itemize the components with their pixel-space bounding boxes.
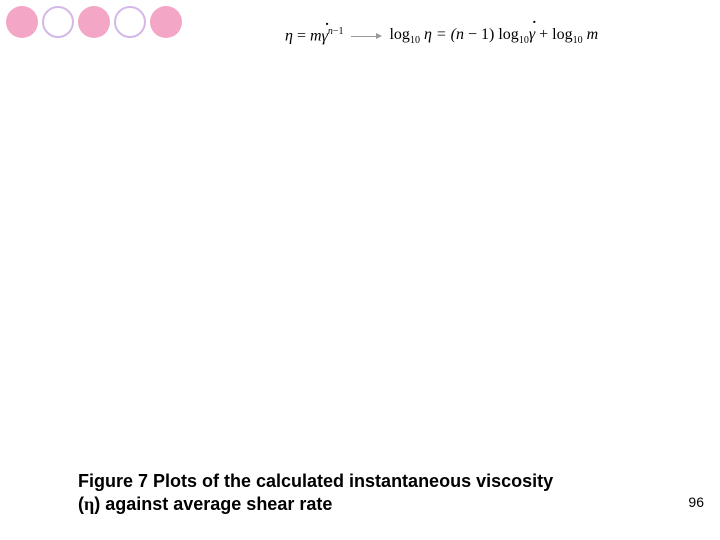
equation-rhs-plus: + [535,26,552,43]
decor-circle-5 [150,6,182,38]
equation-eq: = [293,28,310,45]
equation-eta: η [285,28,293,45]
equation-gamma: γ [322,28,328,46]
equation-exp-minus1: −1 [333,26,344,37]
equation-m: m [310,28,322,45]
equation-rhs-base3: 10 [573,35,583,46]
equation-lhs: η = mγn−1 [285,26,343,45]
figure-caption-line2b: ) against average shear rate [94,494,332,514]
equation-rhs-n: n [456,26,464,43]
decor-circle-1 [6,6,38,38]
equation-rhs: log10 η = (n − 1) log10 γ + log10 m [389,26,598,46]
figure-caption-line1: Figure 7 Plots of the calculated instant… [78,470,638,493]
equation-rhs-m: m [583,26,599,43]
decor-circle-row [6,6,182,38]
equation-rhs-log3: log [552,26,572,43]
equation-rhs-log1: log [389,26,409,43]
decor-circle-4 [114,6,146,38]
equation-rhs-base1: 10 [410,35,420,46]
arrow-icon [351,36,381,37]
page-number: 96 [688,494,704,510]
equation-rhs-base2: 10 [519,35,529,46]
equation-rhs-eta: η = ( [420,26,456,43]
equation-row: η = mγn−1 log10 η = (n − 1) log10 γ + lo… [285,26,598,46]
equation-rhs-minus1: − 1) [464,26,498,43]
equation-rhs-gamma: γ [529,26,535,44]
figure-caption-line2: (η) against average shear rate [78,493,638,516]
figure-caption-eta: η [84,494,94,514]
decor-circle-3 [78,6,110,38]
figure-caption: Figure 7 Plots of the calculated instant… [78,470,638,517]
equation-rhs-log2: log [498,26,518,43]
decor-circle-2 [42,6,74,38]
